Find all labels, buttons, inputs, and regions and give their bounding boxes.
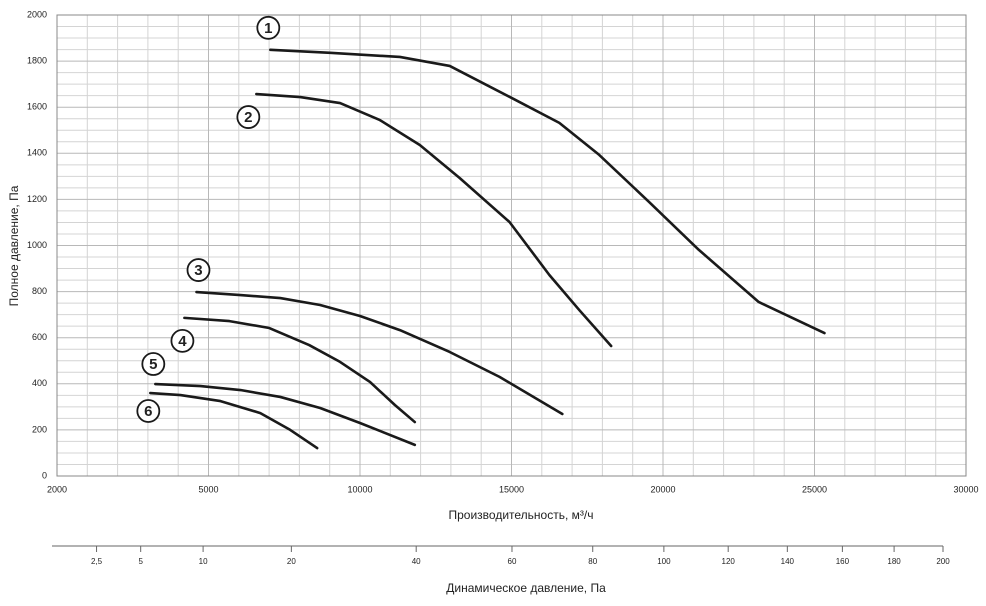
- x-tick-label: 5000: [198, 484, 218, 494]
- curve-marker-label: 3: [194, 262, 202, 279]
- y-tick-label: 1600: [27, 102, 47, 112]
- x2-tick-label: 20: [287, 557, 296, 566]
- x-axis-label: Производительность, м³/ч: [449, 508, 594, 522]
- curve-marker: [136, 399, 161, 423]
- x-tick-label: 25000: [802, 484, 827, 494]
- curve-marker-label: 2: [244, 109, 252, 126]
- y-tick-label: 1200: [27, 194, 47, 204]
- x-tick-label: 15000: [499, 484, 524, 494]
- curve: [149, 391, 319, 450]
- curve-marker: [186, 258, 211, 282]
- x-tick-label: 2000: [47, 484, 67, 494]
- y-tick-label: 800: [32, 286, 47, 296]
- x2-tick-label: 80: [588, 557, 597, 566]
- curve: [183, 316, 417, 424]
- x-tick-label: 10000: [347, 484, 372, 494]
- curve-marker-label: 5: [149, 356, 157, 373]
- curve-marker-label: 1: [264, 20, 272, 37]
- x2-tick-label: 180: [887, 557, 901, 566]
- y-tick-label: 400: [32, 378, 47, 388]
- curve-marker: [256, 15, 281, 40]
- x-tick-label: 30000: [953, 484, 978, 494]
- x2-axis-label: Динамическое давление, Па: [446, 581, 606, 595]
- curve: [269, 48, 826, 335]
- curve-marker: [170, 328, 195, 353]
- curve: [154, 382, 417, 447]
- y-tick-label: 1000: [27, 240, 47, 250]
- plot-frame: [56, 14, 967, 477]
- x2-tick-label: 5: [138, 557, 143, 566]
- curve-marker-label: 4: [178, 333, 187, 350]
- x2-tick-label: 120: [722, 557, 736, 566]
- curve: [195, 290, 564, 416]
- x2-tick-label: 40: [412, 557, 421, 566]
- x2-tick-label: 10: [199, 557, 208, 566]
- y-tick-label: 200: [32, 424, 47, 434]
- y-tick-label: 1400: [27, 148, 47, 158]
- y-tick-label: 2000: [27, 9, 47, 19]
- y-tick-label: 1800: [27, 55, 47, 65]
- y-tick-label: 600: [32, 332, 47, 342]
- curve-marker: [236, 105, 261, 129]
- y-axis-label: Полное давление, Па: [7, 185, 21, 306]
- x-tick-label: 20000: [650, 484, 675, 494]
- curve: [255, 92, 613, 348]
- curve-marker-label: 6: [144, 403, 152, 420]
- x2-tick-label: 160: [836, 557, 850, 566]
- x2-tick-label: 140: [781, 557, 795, 566]
- x2-tick-label: 100: [657, 557, 671, 566]
- curve-marker: [141, 352, 166, 376]
- x2-tick-label: 2,5: [91, 557, 103, 566]
- x2-tick-label: 60: [508, 557, 517, 566]
- x2-tick-label: 200: [936, 557, 950, 566]
- y-tick-label: 0: [42, 470, 47, 480]
